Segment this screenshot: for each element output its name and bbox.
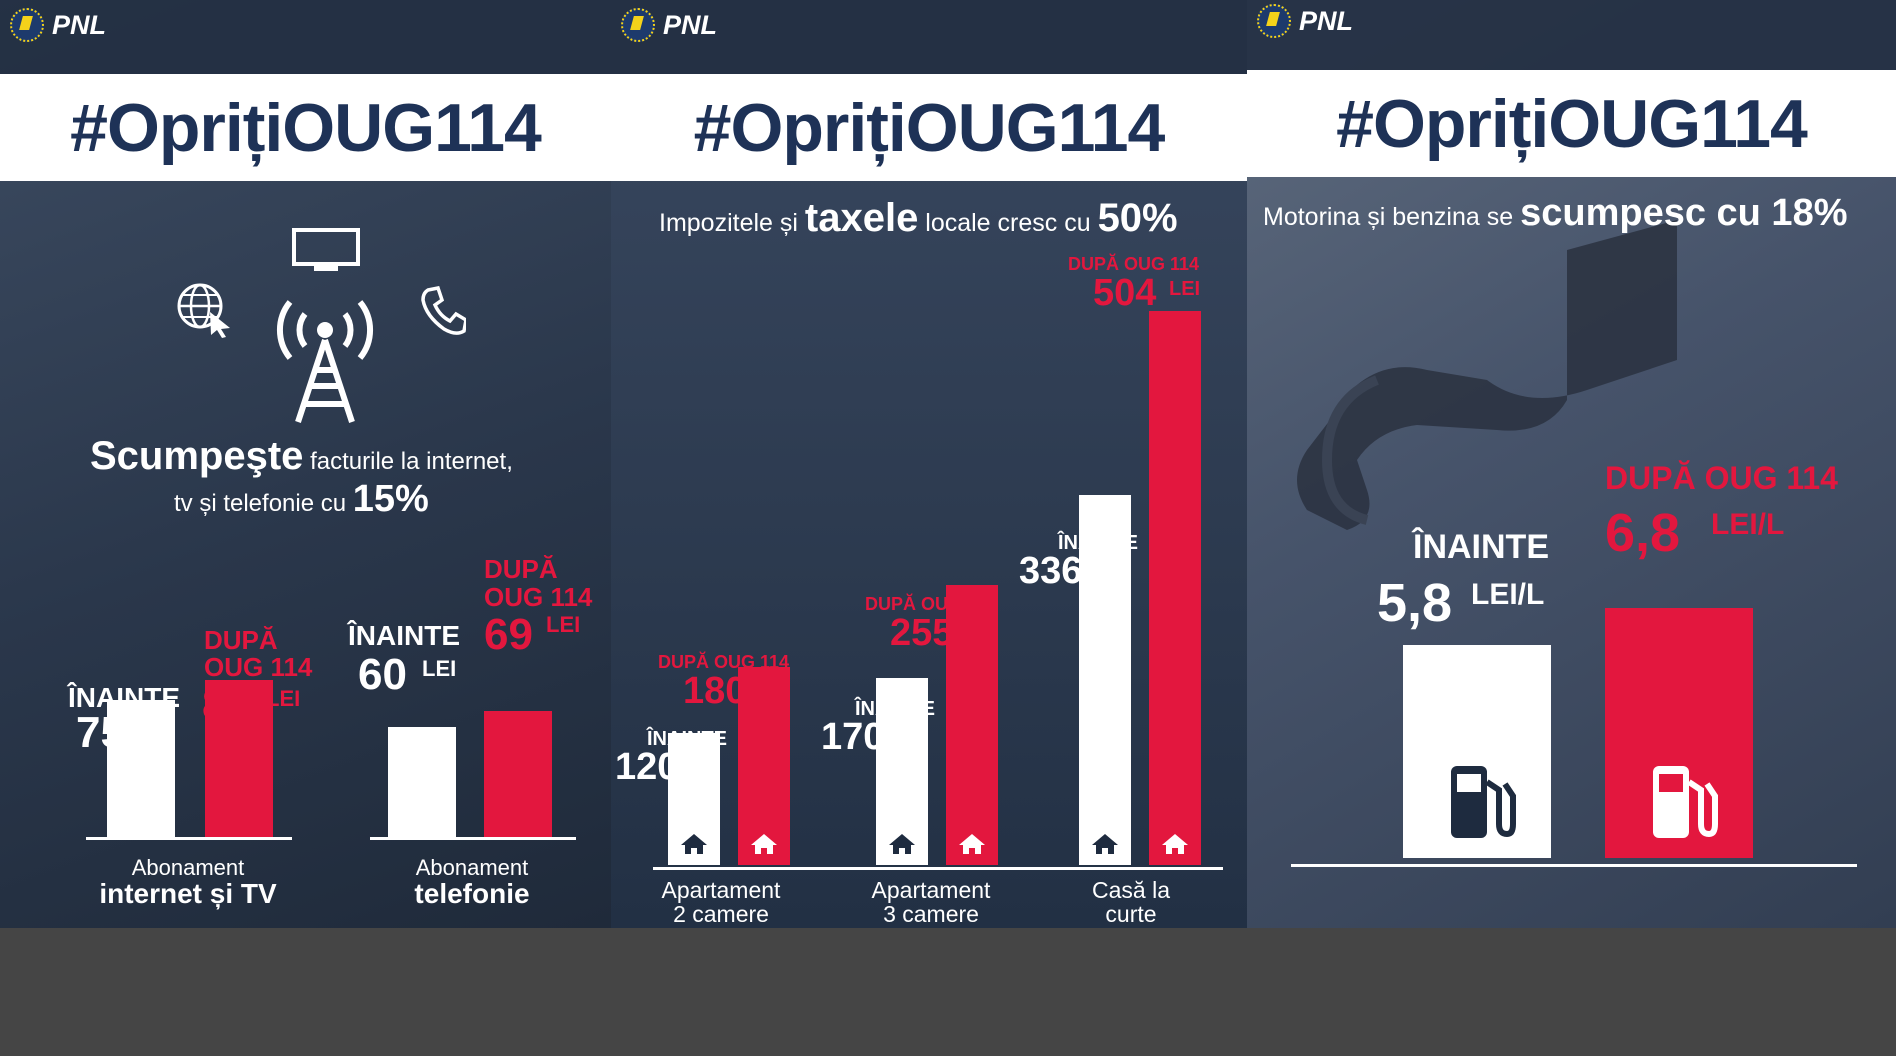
before-unit-2: LEI <box>422 656 457 681</box>
pnl-logo-text: PNL <box>52 9 106 40</box>
top-bar: PNL <box>1247 0 1896 70</box>
category-label-1-line2: 2 camere <box>673 901 769 928</box>
before-value-2: 60 <box>358 650 407 699</box>
headline-line2: tv și telefonie cu 15% <box>174 478 429 521</box>
before-house-icon-1 <box>681 834 707 854</box>
category-label-1: Abonament internet și TV <box>76 855 300 910</box>
headline-text-2: tv și telefonie cu <box>174 490 353 517</box>
before-value-3: 336 <box>1019 550 1083 592</box>
after-value-2: 255 <box>890 612 954 654</box>
after-label-1a: DUPĂ <box>204 625 278 655</box>
before-fuel-pump-icon <box>1451 766 1516 838</box>
category-label-2-line1: Abonament <box>415 855 529 880</box>
pnl-logo: PNL <box>621 8 717 42</box>
after-unit-3: LEI <box>1169 278 1201 300</box>
pnl-logo-text: PNL <box>663 9 717 40</box>
before-bar-1 <box>107 699 175 837</box>
fuel-nozzle-illustration <box>1297 220 1677 530</box>
hashtag-banner: #OprițiOUG114 <box>1247 70 1896 177</box>
after-house-icon-2 <box>959 834 985 854</box>
before-value: 5,8 <box>1377 573 1453 633</box>
top-bar: PNL <box>0 0 611 74</box>
category-label-3-line1: Casă la <box>1092 877 1170 903</box>
after-label: DUPĂ OUG 114 <box>1605 460 1838 496</box>
panel-local-taxes: PNL #OprițiOUG114 Impozitele și taxele l… <box>611 0 1247 928</box>
category-label-1-line1: Apartament <box>661 877 781 903</box>
before-bar-2 <box>876 678 928 865</box>
after-unit: LEI/L <box>1711 508 1785 541</box>
before-value-2: 170 <box>821 716 885 758</box>
headline: Impozitele și taxele locale cresc cu 50% <box>659 196 1178 241</box>
category-label-2: Abonament telefonie <box>360 855 584 910</box>
hashtag-banner: #OprițiOUG114 <box>611 74 1247 181</box>
hashtag-title: #OprițiOUG114 <box>1336 85 1808 162</box>
category-label-1: Apartament 2 camere <box>631 878 811 926</box>
before-house-icon-2 <box>889 834 915 854</box>
after-fuel-pump-icon <box>1653 766 1718 838</box>
category-label-1-line2: internet și TV <box>99 878 277 910</box>
axis-baseline-2 <box>370 837 576 840</box>
after-value-2: 69 <box>484 610 533 659</box>
after-house-icon-1 <box>751 834 777 854</box>
after-bar-1 <box>205 679 273 837</box>
before-label: ÎNAINTE <box>1413 528 1549 566</box>
category-label-3: Casă la curte <box>1041 878 1221 926</box>
pnl-logo: PNL <box>10 8 106 42</box>
headline-text-a: Motorina și benzina se <box>1263 203 1521 231</box>
before-label-2: ÎNAINTE <box>348 620 460 651</box>
globe-icon <box>177 283 230 338</box>
after-value-1: 180 <box>683 670 747 712</box>
headline-bold: taxele <box>804 196 919 240</box>
category-label-2: Apartament 3 camere <box>841 878 1021 926</box>
hashtag-title: #OprițiOUG114 <box>70 89 542 166</box>
headline-text: facturile la internet, <box>303 448 513 475</box>
category-label-3-line2: curte <box>1105 901 1157 928</box>
before-bar-3 <box>1079 495 1131 865</box>
top-bar: PNL <box>611 0 1247 74</box>
tv-icon <box>292 228 360 271</box>
after-house-icon-3 <box>1162 834 1188 854</box>
headline-bold: scumpesc cu 18% <box>1520 192 1848 234</box>
after-bar-3 <box>1149 310 1201 865</box>
antenna-icon <box>277 300 373 423</box>
pnl-logo-icon <box>1257 4 1291 38</box>
pnl-logo-text: PNL <box>1299 5 1353 36</box>
headline-percent: 15% <box>352 478 429 520</box>
headline-line1: Scumpeşte facturile la internet, <box>90 434 513 479</box>
after-label-2a: DUPĂ <box>484 554 558 584</box>
headline: Motorina și benzina se scumpesc cu 18% <box>1263 192 1848 235</box>
after-bar-2 <box>946 584 998 865</box>
pnl-logo-icon <box>621 8 655 42</box>
after-bar-2 <box>484 710 552 837</box>
after-label-3: DUPĂ OUG 114 <box>1068 254 1200 274</box>
headline-bold: Scumpeşte <box>90 434 304 478</box>
category-label-2-line1: Apartament <box>871 877 991 903</box>
after-value: 6,8 <box>1605 503 1681 563</box>
category-label-2-line2: telefonie <box>414 878 530 910</box>
category-label-2-line2: 3 camere <box>883 901 979 928</box>
hashtag-title: #OprițiOUG114 <box>693 89 1166 166</box>
before-house-icon-3 <box>1092 834 1118 854</box>
panel-telecom: PNL #OprițiOUG114 Scumpeşte facturile la… <box>0 0 611 928</box>
after-label-1b: OUG 114 <box>204 652 313 682</box>
axis-baseline-1 <box>86 837 292 840</box>
after-bar-1 <box>738 667 790 865</box>
hashtag-banner: #OprițiOUG114 <box>0 74 611 181</box>
axis-baseline <box>1291 864 1857 867</box>
phone-icon <box>421 286 466 335</box>
before-unit: LEI/L <box>1471 578 1545 611</box>
category-label-1-line1: Abonament <box>131 855 245 880</box>
headline-text-a: Impozitele și <box>659 209 805 237</box>
after-label-2b: OUG 114 <box>484 582 593 612</box>
pnl-logo: PNL <box>1257 4 1353 38</box>
after-unit-2: LEI <box>546 612 581 637</box>
headline-text-c: locale cresc cu <box>918 209 1098 237</box>
panel-fuel: PNL #OprițiOUG114 Motorina și benzina se… <box>1247 0 1896 928</box>
headline-percent: 50% <box>1097 196 1178 240</box>
after-value-3: 504 <box>1093 272 1157 314</box>
axis-baseline <box>653 867 1223 870</box>
before-bar-2 <box>388 727 456 837</box>
pnl-logo-icon <box>10 8 44 42</box>
before-value-1: 120 <box>615 746 679 788</box>
